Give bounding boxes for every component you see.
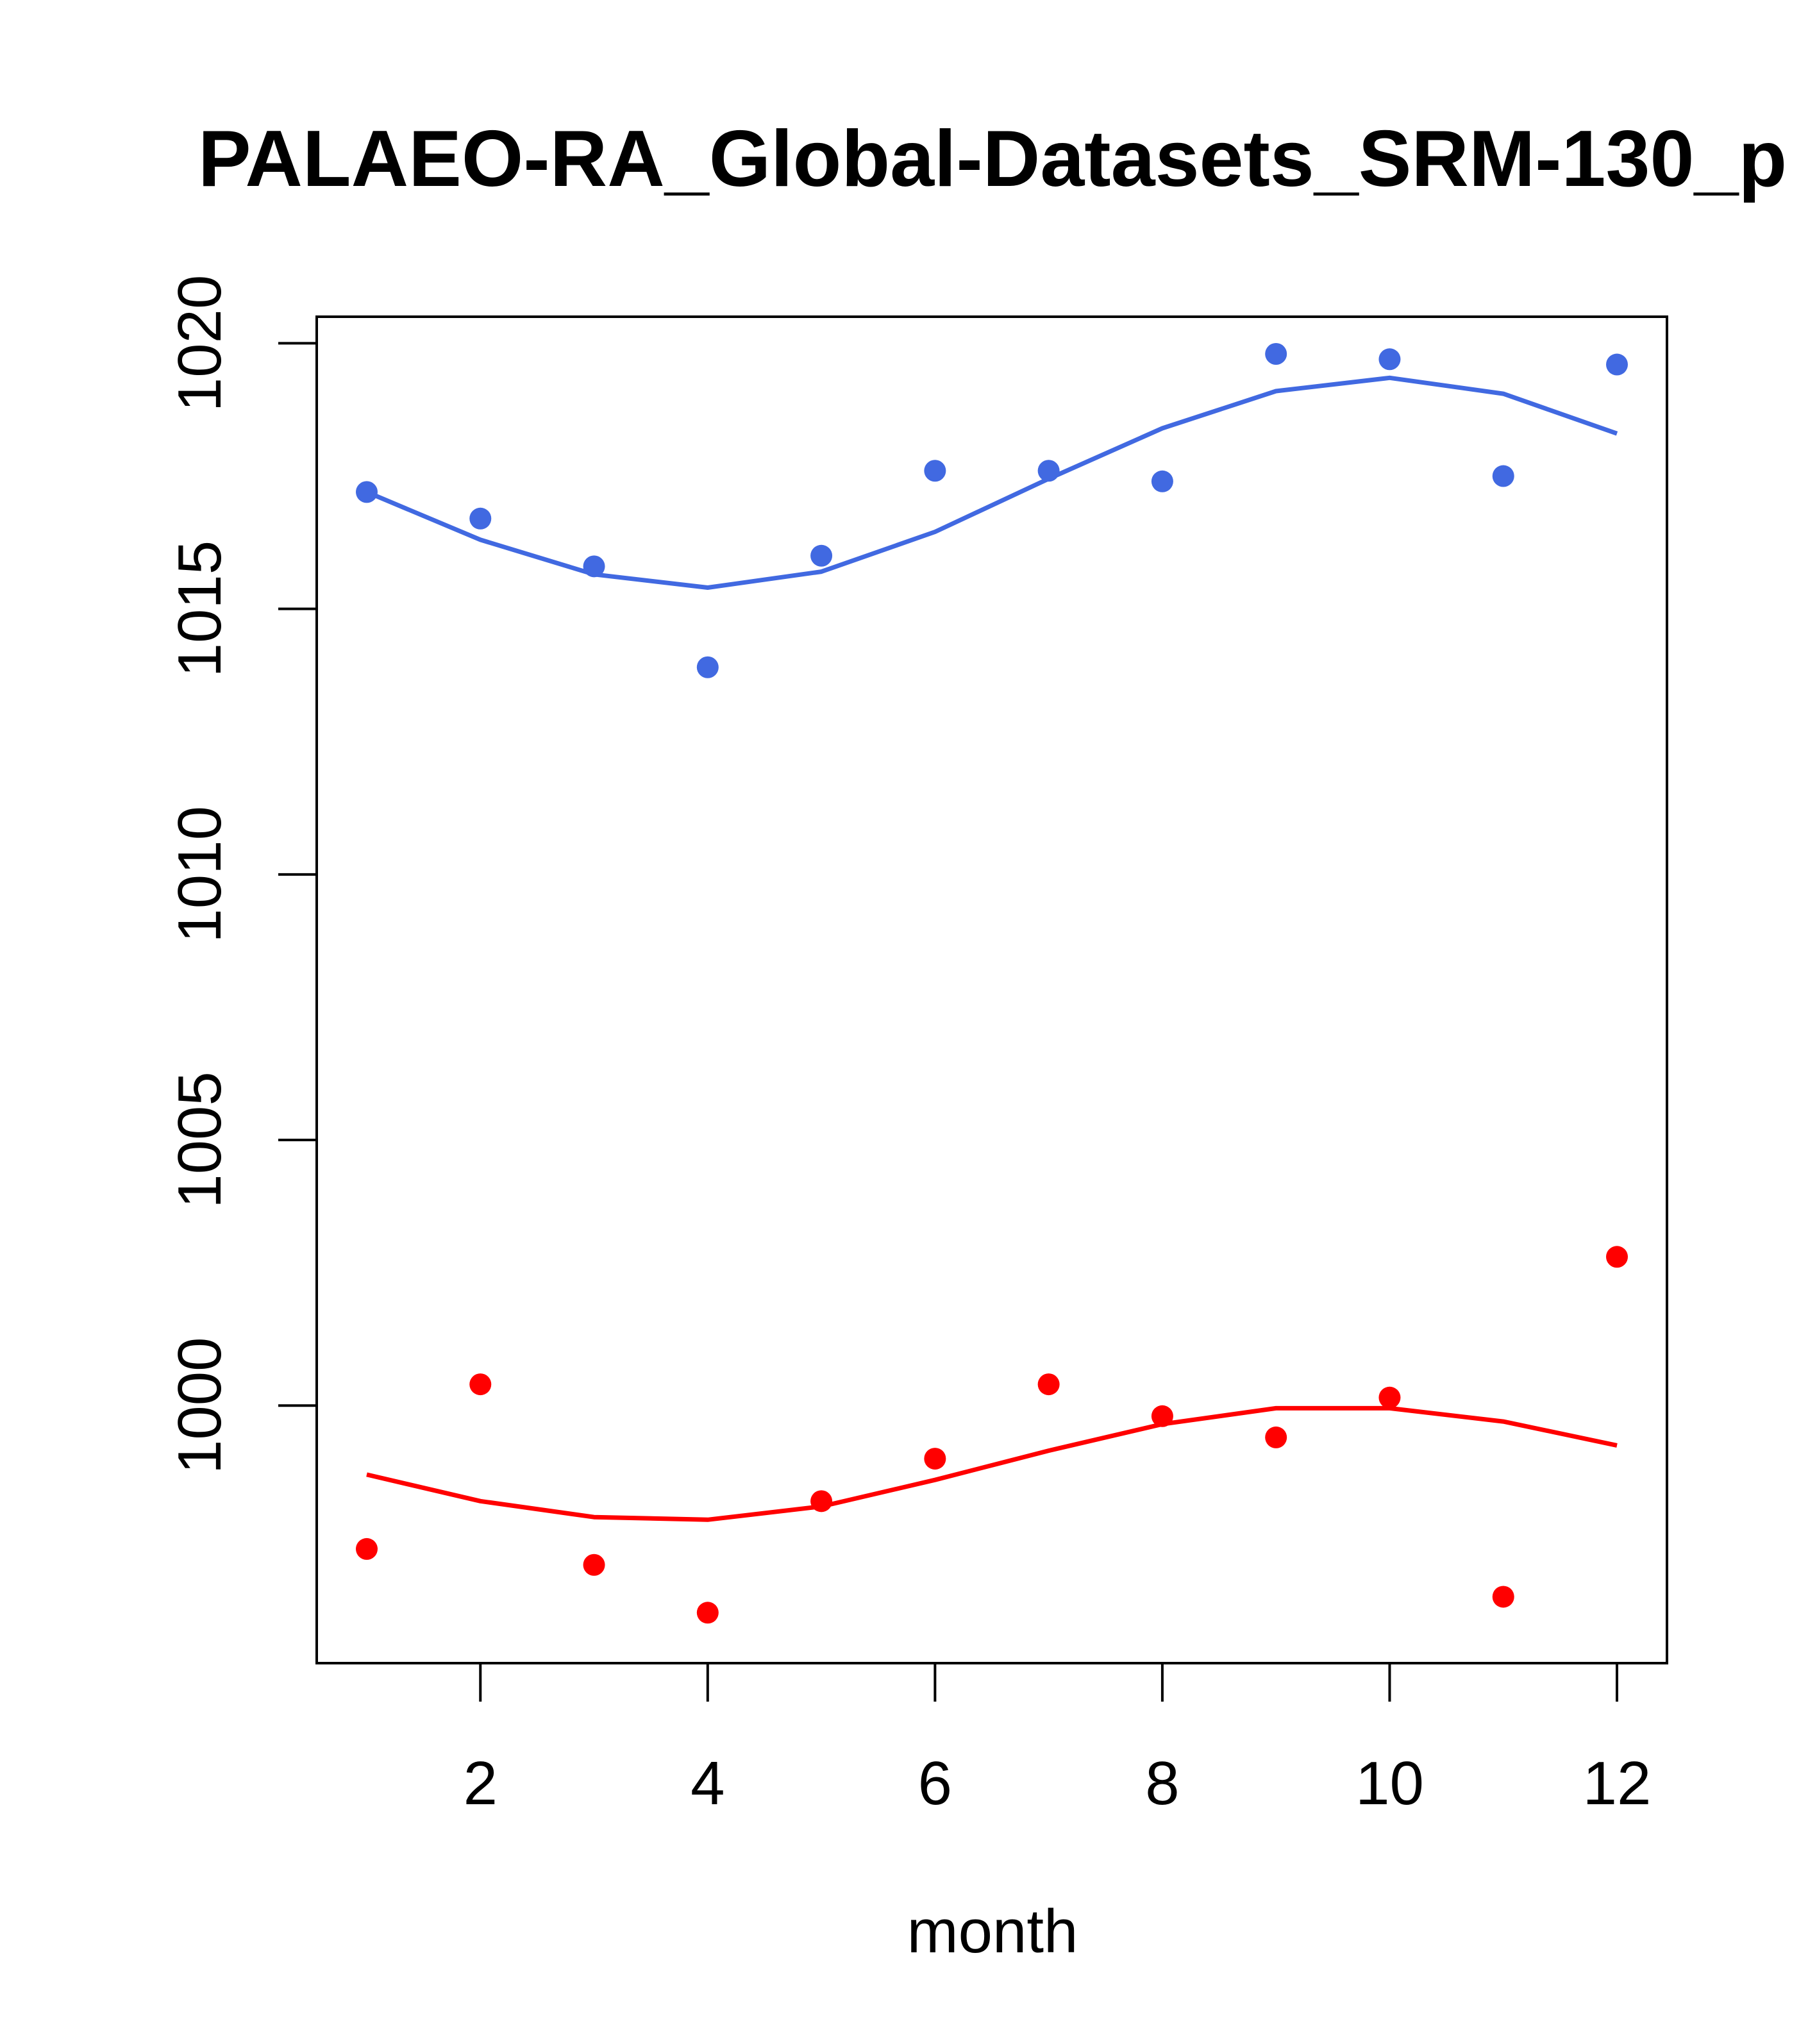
x-tick-label: 12: [1583, 1749, 1652, 1818]
data-point-lower: [583, 1554, 605, 1576]
data-point-upper: [356, 481, 378, 503]
x-axis-label: month: [907, 1897, 1078, 1966]
series-line-lower: [366, 1405, 1618, 1522]
x-tick-label: 6: [918, 1749, 952, 1818]
data-point-lower: [1037, 1373, 1060, 1396]
data-point-upper: [696, 656, 719, 678]
data-point-lower: [810, 1490, 833, 1512]
plot-area: 2 4 6 8 10 12 1000 1005 1010 1015 1020: [165, 275, 1668, 1818]
data-point-upper: [469, 507, 492, 530]
y-tick-label: 1010: [165, 806, 234, 943]
y-tick-label: 1005: [165, 1071, 234, 1209]
data-point-lower: [469, 1373, 492, 1396]
data-point-upper: [924, 460, 946, 482]
data-point-lower: [1265, 1426, 1287, 1448]
y-tick-label: 1000: [165, 1337, 234, 1474]
data-point-lower: [1606, 1246, 1628, 1268]
x-tick-label: 4: [691, 1749, 724, 1818]
data-point-lower: [1492, 1586, 1514, 1608]
data-point-lower: [924, 1448, 946, 1470]
data-point-upper: [1037, 460, 1060, 482]
data-point-upper: [1606, 353, 1628, 376]
data-point-lower: [1378, 1386, 1401, 1409]
chart-title: PALAEO-RA_Global-Datasets_SRM-130_p: [198, 115, 1787, 203]
x-tick-label: 10: [1355, 1749, 1424, 1818]
series-line-upper: [365, 375, 1618, 590]
y-tick-label: 1020: [165, 275, 234, 412]
data-point-lower: [696, 1602, 719, 1624]
data-point-lower: [1151, 1405, 1173, 1427]
x-tick-label: 2: [464, 1749, 498, 1818]
plot-frame: [315, 315, 1668, 1664]
data-point-upper: [1265, 342, 1287, 365]
data-point-lower: [356, 1537, 378, 1560]
x-tick-label: 8: [1145, 1749, 1179, 1818]
data-point-upper: [583, 555, 605, 578]
data-point-upper: [1492, 465, 1514, 487]
y-tick-label: 1015: [165, 540, 234, 678]
data-point-upper: [1378, 348, 1401, 371]
data-point-upper: [1151, 470, 1173, 492]
data-point-upper: [810, 544, 833, 567]
